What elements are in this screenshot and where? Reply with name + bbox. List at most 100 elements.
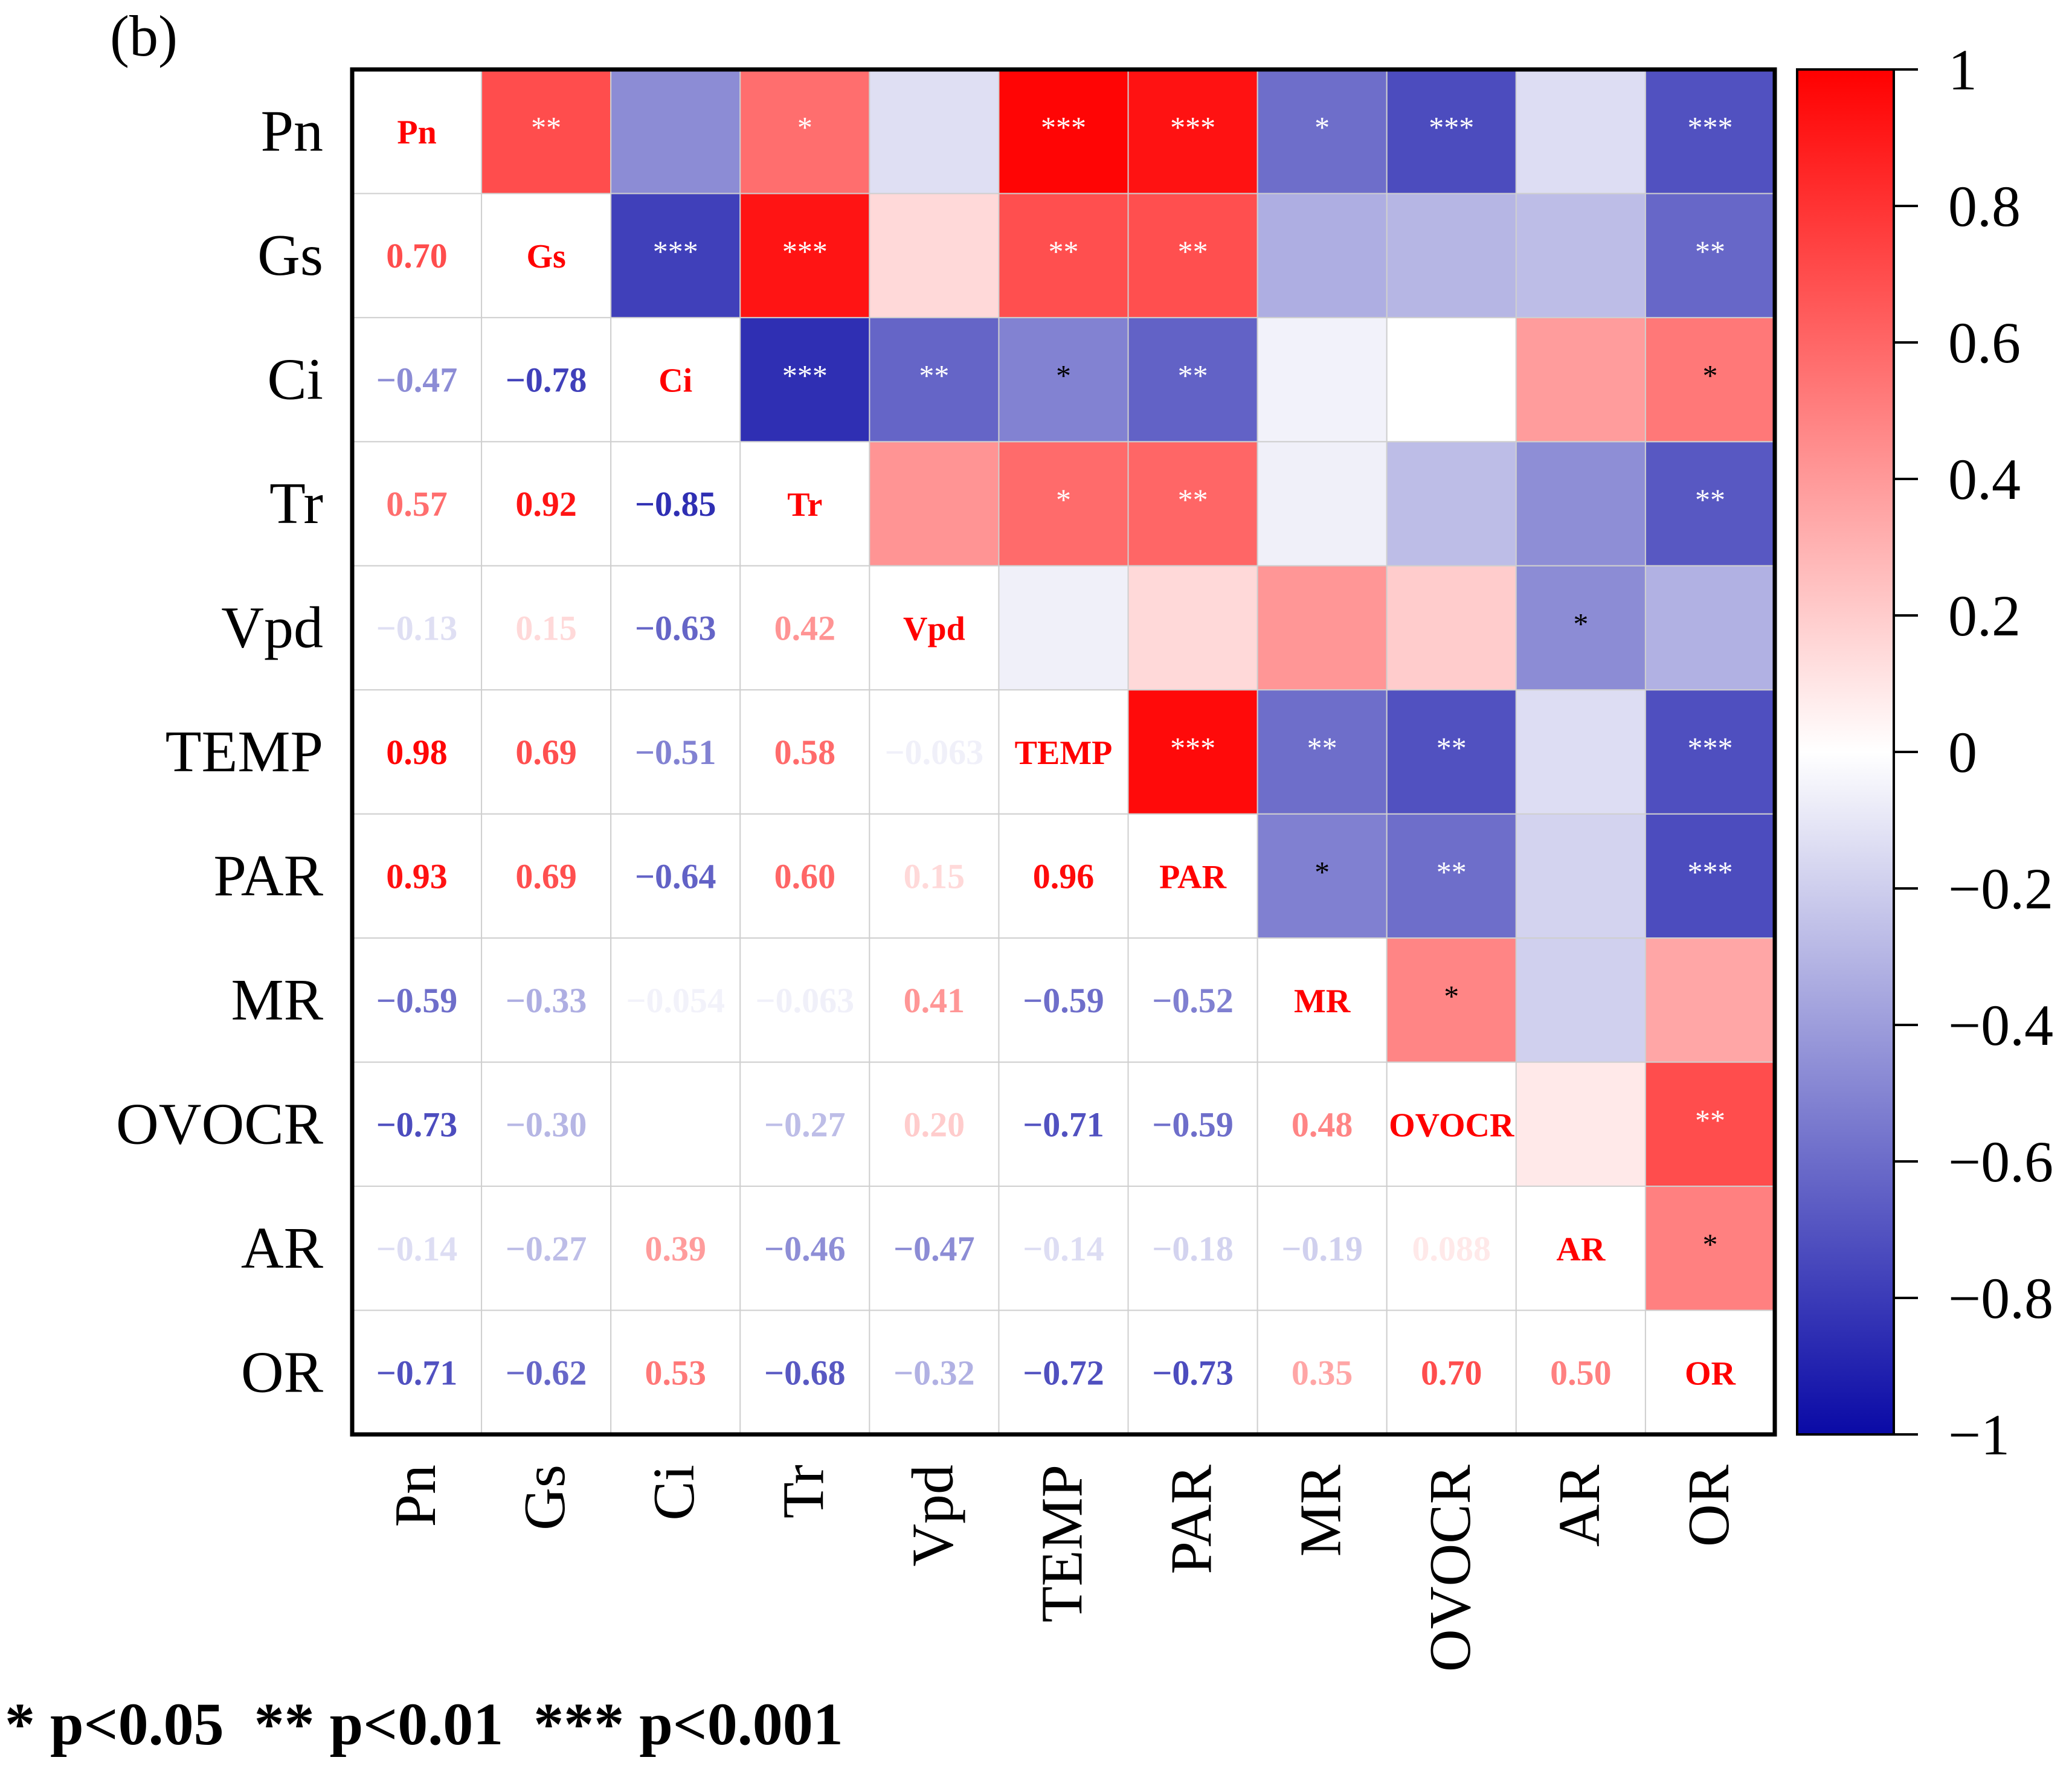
lower-cell-TEMP-Gs	[481, 689, 612, 815]
diagonal-cell-Gs	[481, 193, 612, 318]
upper-cell-Pn-OR	[1644, 69, 1776, 194]
significance-stars: **	[1178, 483, 1208, 516]
upper-cell-Pn-TEMP	[998, 69, 1129, 194]
coefficient-label: −0.14	[376, 1229, 458, 1268]
significance-stars: ***	[1041, 111, 1086, 144]
diagonal-variable-label: PAR	[1159, 858, 1226, 896]
upper-cell-Ci-MR	[1256, 316, 1388, 443]
coefficient-label: −0.47	[376, 361, 458, 400]
coefficient-label: −0.78	[506, 361, 587, 400]
upper-cell-Pn-Gs	[481, 69, 612, 194]
upper-cell-Vpd-OR	[1644, 565, 1776, 691]
significance-stars: ***	[1170, 731, 1215, 765]
significance-stars: **	[1437, 731, 1467, 765]
row-label-AR: AR	[241, 1216, 324, 1281]
lower-cell-OVOCR-Tr	[739, 1061, 870, 1187]
coefficient-label: −0.73	[1152, 1353, 1234, 1392]
significance-stars: ***	[1429, 111, 1474, 144]
coefficient-label: 0.69	[515, 733, 577, 772]
coefficient-label: −0.59	[376, 981, 458, 1020]
significance-stars: *	[1056, 359, 1071, 393]
coefficient-label: 0.53	[645, 1353, 706, 1392]
coefficient-label: −0.59	[1152, 1105, 1234, 1144]
coefficient-label: −0.72	[1023, 1353, 1104, 1392]
coefficient-label: −0.19	[1281, 1229, 1363, 1268]
upper-cell-Tr-TEMP	[998, 441, 1129, 567]
significance-stars: *	[1314, 111, 1330, 144]
lower-cell-PAR-Tr	[739, 813, 870, 939]
lower-cell-Vpd-Pn	[352, 565, 483, 691]
coefficient-label: −0.14	[1023, 1229, 1104, 1268]
upper-cell-TEMP-AR	[1515, 689, 1646, 815]
colorbar-tick-label: −0.6	[1948, 1129, 2053, 1194]
diagonal-variable-label: OVOCR	[1389, 1106, 1514, 1144]
coefficient-label: 0.70	[1421, 1353, 1482, 1392]
lower-cell-Ci-Gs	[481, 316, 612, 443]
coefficient-label: 0.60	[774, 856, 836, 896]
upper-cell-Vpd-OVOCR	[1386, 565, 1517, 691]
diagonal-cell-Pn	[352, 69, 483, 194]
upper-cell-Gs-MR	[1256, 193, 1388, 318]
lower-cell-AR-PAR	[1127, 1186, 1258, 1311]
diagonal-variable-label: MR	[1294, 983, 1351, 1020]
upper-cell-Vpd-MR	[1256, 565, 1388, 691]
lower-cell-OVOCR-Vpd	[869, 1061, 1000, 1187]
lower-cell-OR-OVOCR	[1386, 1309, 1517, 1435]
diagonal-cell-TEMP	[998, 689, 1129, 815]
panel-label: (b)	[110, 4, 178, 68]
upper-cell-Gs-OR	[1644, 193, 1776, 318]
diagonal-variable-label: Tr	[787, 486, 822, 524]
coefficient-label: 0.96	[1033, 856, 1095, 896]
coefficient-label: −0.59	[1023, 981, 1104, 1020]
significance-stars: *	[1056, 483, 1071, 516]
column-label-Ci: Ci	[642, 1465, 707, 1521]
upper-cell-TEMP-OR	[1644, 689, 1776, 815]
lower-cell-AR-Ci	[610, 1186, 741, 1311]
lower-cell-OVOCR-MR	[1256, 1061, 1388, 1187]
significance-stars: ***	[1687, 731, 1733, 765]
diagonal-cell-MR	[1256, 937, 1388, 1063]
colorbar-tick-label: −1	[1948, 1402, 2010, 1467]
coefficient-label: 0.20	[904, 1105, 965, 1144]
lower-cell-MR-Ci	[610, 937, 741, 1063]
diagonal-variable-label: AR	[1556, 1231, 1605, 1268]
coefficient-label: −0.71	[376, 1353, 458, 1392]
upper-cell-Vpd-TEMP	[998, 565, 1129, 691]
significance-stars: *	[1573, 607, 1588, 641]
coefficient-label: −0.52	[1152, 981, 1234, 1020]
column-label-TEMP: TEMP	[1030, 1465, 1095, 1622]
lower-cell-AR-Tr	[739, 1186, 870, 1311]
lower-cell-MR-TEMP	[998, 937, 1129, 1063]
significance-stars: *	[1702, 1227, 1717, 1261]
diagonal-variable-label: Ci	[658, 362, 692, 400]
colorbar-tick-label: 0.4	[1948, 447, 2021, 512]
upper-cell-AR-OR	[1644, 1186, 1776, 1311]
diagonal-cell-OVOCR	[1386, 1061, 1517, 1187]
upper-cell-MR-OR	[1644, 937, 1776, 1063]
colorbar	[1796, 68, 1895, 1436]
coefficient-label: 0.58	[774, 733, 836, 772]
upper-cell-Ci-OR	[1644, 316, 1776, 443]
column-label-AR: AR	[1547, 1464, 1612, 1547]
significance-stars: **	[1695, 1103, 1725, 1137]
significance-stars: ***	[1170, 111, 1215, 144]
diagonal-cell-Ci	[610, 316, 741, 443]
upper-cell-Ci-TEMP	[998, 316, 1129, 443]
upper-cell-Tr-Vpd	[869, 441, 1000, 567]
row-label-Vpd: Vpd	[221, 596, 323, 661]
significance-stars: **	[1695, 234, 1725, 268]
lower-cell-PAR-Pn	[352, 813, 483, 939]
coefficient-label: −0.47	[893, 1229, 975, 1268]
row-label-TEMP: TEMP	[166, 719, 323, 785]
significance-stars: ***	[653, 234, 698, 268]
colorbar-tick-label: 0.8	[1948, 174, 2021, 239]
significance-stars: **	[1307, 731, 1337, 765]
upper-cell-PAR-OR	[1644, 813, 1776, 939]
upper-cell-Tr-AR	[1515, 441, 1646, 567]
diagonal-cell-Vpd	[869, 565, 1000, 691]
lower-cell-AR-Gs	[481, 1186, 612, 1311]
coefficient-label: −0.13	[376, 609, 458, 648]
lower-cell-OR-AR	[1515, 1309, 1646, 1435]
significance-stars: **	[1178, 234, 1208, 268]
